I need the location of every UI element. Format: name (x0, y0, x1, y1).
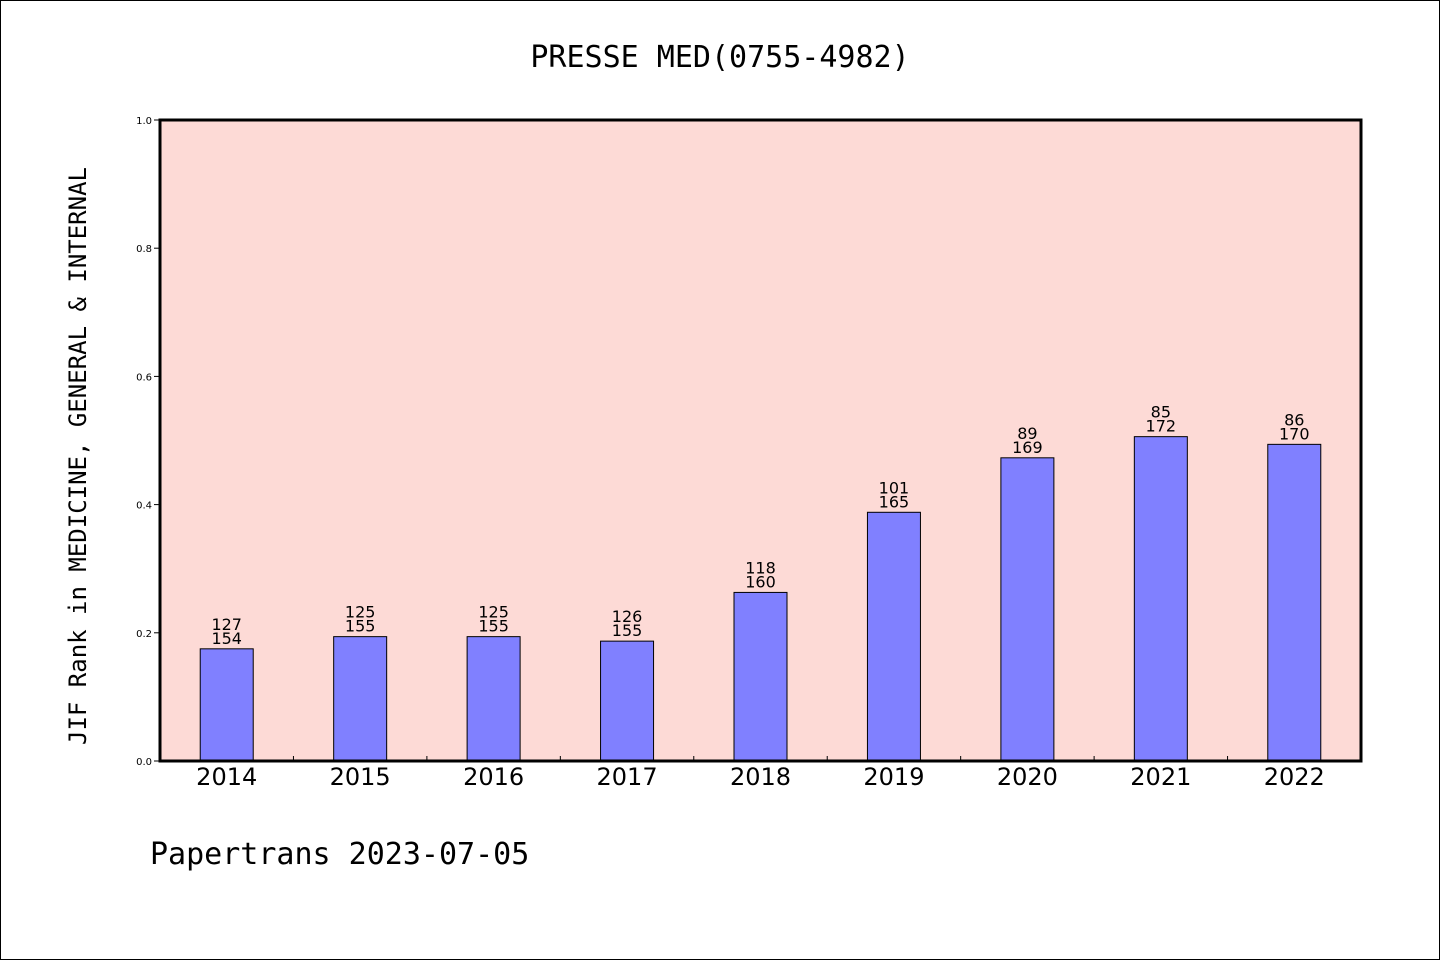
data-labels: 1271541251551251551261551181601011658916… (211, 403, 1309, 648)
bar-2015 (333, 636, 388, 762)
x-tick-label: 2015 (330, 763, 391, 791)
bar-2018 (733, 591, 788, 762)
data-label-total: 172 (1146, 417, 1177, 436)
bar-2021 (1133, 436, 1188, 762)
x-tick-label: 2016 (463, 763, 524, 791)
bar-2014 (199, 648, 254, 762)
x-tick-label: 2020 (997, 763, 1058, 791)
data-label-rank: 125 (478, 603, 509, 622)
bar-2019 (866, 511, 921, 762)
data-label-rank: 126 (612, 607, 643, 626)
y-tick-label: 0.8 (136, 244, 152, 255)
bar-2022 (1267, 443, 1322, 762)
data-label-rank: 89 (1017, 424, 1037, 443)
bar-2017 (600, 640, 655, 762)
x-tick-label: 2014 (196, 763, 257, 791)
data-label-rank: 125 (345, 603, 376, 622)
bar-2020 (1000, 457, 1055, 762)
bar-2016 (466, 636, 521, 762)
data-label-total: 169 (1012, 438, 1043, 457)
x-tick-label: 2017 (597, 763, 658, 791)
data-label-total: 160 (745, 572, 776, 591)
y-tick-label: 0.0 (136, 757, 152, 768)
x-tick-label: 2022 (1264, 763, 1325, 791)
bar-series (199, 436, 1322, 762)
x-tick-label: 2021 (1130, 763, 1191, 791)
y-tick-label: 0.4 (136, 501, 152, 512)
y-tick-label: 1.0 (136, 116, 152, 127)
data-label-rank: 101 (879, 478, 910, 497)
data-label-rank: 86 (1284, 410, 1304, 429)
x-tick-label: 2019 (863, 763, 924, 791)
y-axis: 0.0 0.2 0.4 0.6 0.8 1.0 (136, 116, 160, 768)
data-label-total: 155 (612, 621, 643, 640)
data-label-total: 154 (211, 629, 242, 648)
data-label-total: 170 (1279, 424, 1310, 443)
data-label-total: 155 (345, 617, 376, 636)
data-label-rank: 127 (211, 615, 242, 634)
footer-credit: Papertrans 2023-07-05 (150, 837, 529, 872)
y-tick-label: 0.2 (136, 629, 152, 640)
chart-title: PRESSE MED(0755-4982) (530, 40, 909, 75)
plot-border (158, 118, 1363, 763)
data-label-total: 165 (879, 492, 910, 511)
data-label-rank: 118 (745, 558, 776, 577)
data-label-rank: 85 (1151, 403, 1171, 422)
x-axis: 2014 2015 2016 2017 2018 2019 2020 2021 2022 (196, 756, 1325, 791)
data-label-total: 155 (478, 617, 509, 636)
y-tick-label: 0.6 (136, 372, 152, 383)
y-axis-label: JIF Rank in MEDICINE, GENERAL & INTERNAL (64, 167, 92, 745)
x-tick-label: 2018 (730, 763, 791, 791)
